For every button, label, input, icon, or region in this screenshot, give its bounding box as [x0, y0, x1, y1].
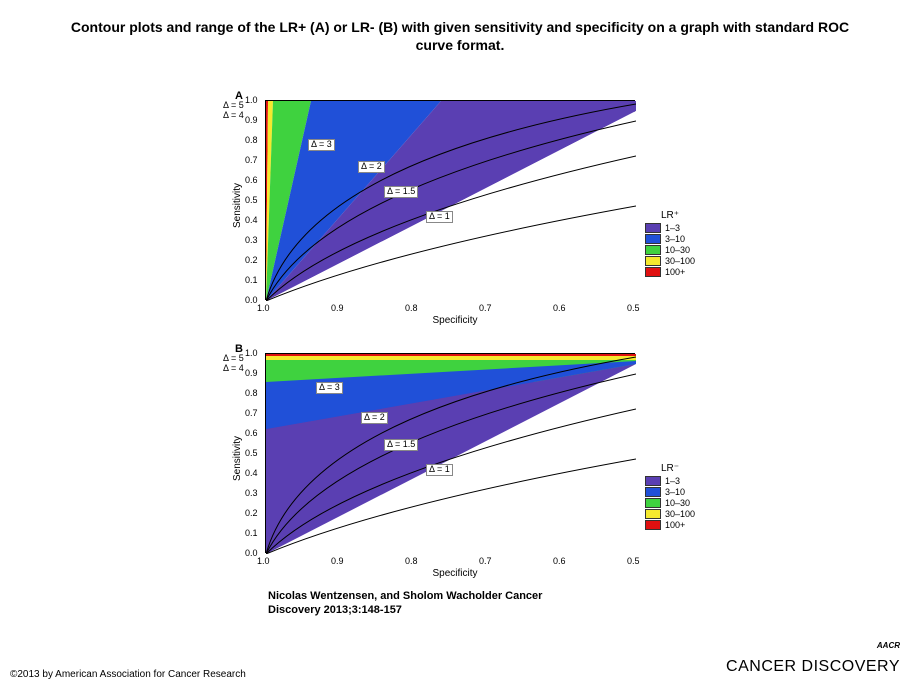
tick: 0.7 [479, 556, 492, 566]
legend-swatch [645, 223, 661, 233]
tick: 0.9 [245, 368, 258, 378]
legend-label: 100+ [665, 520, 685, 530]
legend-swatch [645, 256, 661, 266]
tick: 0.6 [553, 556, 566, 566]
tick: 0.9 [245, 115, 258, 125]
panel-b-c1: Δ = 1 [426, 464, 453, 476]
tick: 0.5 [245, 448, 258, 458]
legend-item: 3–10 [645, 487, 695, 497]
legend-label: 10–30 [665, 245, 690, 255]
legend-item: 1–3 [645, 223, 695, 233]
panel-a-ylabel: Sensitivity [232, 183, 243, 228]
tick: 0.8 [405, 303, 418, 313]
legend-item: 100+ [645, 267, 695, 277]
legend-label: 10–30 [665, 498, 690, 508]
legend-label: 30–100 [665, 256, 695, 266]
panel-b-c15: Δ = 1.5 [384, 439, 418, 451]
tick: 0.7 [479, 303, 492, 313]
panel-b-c3: Δ = 3 [316, 382, 343, 394]
tick: 0.1 [245, 528, 258, 538]
panel-a-c1: Δ = 1 [426, 211, 453, 223]
legend-item: 100+ [645, 520, 695, 530]
panel-b-ylabel: Sensitivity [232, 436, 243, 481]
legend-label: 30–100 [665, 509, 695, 519]
aacr-logo: AACR [877, 641, 900, 650]
legend-item: 1–3 [645, 476, 695, 486]
tick: 0.4 [245, 215, 258, 225]
tick: 0.8 [405, 556, 418, 566]
panel-a-svg [266, 101, 636, 301]
tick: 1.0 [257, 556, 270, 566]
panel-a-c3: Δ = 3 [308, 139, 335, 151]
panel-b-delta4: Δ = 4 [223, 363, 244, 373]
tick: 0.5 [245, 195, 258, 205]
panel-b-legend-title: LR⁻ [645, 463, 695, 474]
tick: 1.0 [257, 303, 270, 313]
legend-swatch [645, 245, 661, 255]
tick: 1.0 [245, 95, 258, 105]
panel-a-c2: Δ = 2 [358, 161, 385, 173]
tick: 0.0 [245, 548, 258, 558]
charts-container: A Δ = 5 Δ = 4 Sensitivity Δ = 3 Δ = 2 Δ … [225, 90, 755, 596]
panel-a-plot: Δ = 3 Δ = 2 Δ = 1.5 Δ = 1 [265, 100, 635, 300]
legend-swatch [645, 476, 661, 486]
legend-label: 100+ [665, 267, 685, 277]
tick: 0.4 [245, 468, 258, 478]
tick: 0.3 [245, 235, 258, 245]
tick: 1.0 [245, 348, 258, 358]
journal-logo: CANCER DISCOVERY [726, 658, 900, 676]
legend-swatch [645, 267, 661, 277]
panel-a-legend: LR⁺ 1–33–1010–3030–100100+ [645, 210, 695, 278]
tick: 0.7 [245, 155, 258, 165]
legend-item: 10–30 [645, 498, 695, 508]
legend-swatch [645, 498, 661, 508]
panel-b-c2: Δ = 2 [361, 412, 388, 424]
legend-label: 3–10 [665, 487, 685, 497]
panel-b-delta5: Δ = 5 [223, 353, 244, 363]
panel-a-c15: Δ = 1.5 [384, 186, 418, 198]
panel-b-xlabel: Specificity [415, 568, 495, 579]
tick: 0.9 [331, 303, 344, 313]
panel-a: A Δ = 5 Δ = 4 Sensitivity Δ = 3 Δ = 2 Δ … [225, 90, 755, 335]
legend-item: 3–10 [645, 234, 695, 244]
tick: 0.9 [331, 556, 344, 566]
tick: 0.2 [245, 255, 258, 265]
panel-a-delta5: Δ = 5 [223, 100, 244, 110]
tick: 0.6 [553, 303, 566, 313]
tick: 0.6 [245, 175, 258, 185]
tick: 0.5 [627, 303, 640, 313]
legend-label: 1–3 [665, 476, 680, 486]
legend-item: 30–100 [645, 256, 695, 266]
tick: 0.0 [245, 295, 258, 305]
panel-b-legend: LR⁻ 1–33–1010–3030–100100+ [645, 463, 695, 531]
legend-swatch [645, 487, 661, 497]
legend-swatch [645, 520, 661, 530]
panel-a-delta4: Δ = 4 [223, 110, 244, 120]
tick: 0.5 [627, 556, 640, 566]
tick: 0.2 [245, 508, 258, 518]
legend-swatch [645, 234, 661, 244]
tick: 0.7 [245, 408, 258, 418]
legend-swatch [645, 509, 661, 519]
tick: 0.8 [245, 135, 258, 145]
panel-b: B Δ = 5 Δ = 4 Sensitivity Δ = 3 Δ = 2 Δ … [225, 343, 755, 588]
tick: 0.3 [245, 488, 258, 498]
legend-label: 3–10 [665, 234, 685, 244]
citation-text: Nicolas Wentzensen, and Sholom Wacholder… [268, 590, 588, 618]
legend-label: 1–3 [665, 223, 680, 233]
panel-a-xlabel: Specificity [415, 315, 495, 326]
panel-b-plot: Δ = 3 Δ = 2 Δ = 1.5 Δ = 1 [265, 353, 635, 553]
panel-a-legend-title: LR⁺ [645, 210, 695, 221]
legend-item: 30–100 [645, 509, 695, 519]
page-title: Contour plots and range of the LR+ (A) o… [0, 0, 920, 60]
tick: 0.8 [245, 388, 258, 398]
tick: 0.6 [245, 428, 258, 438]
copyright-text: ©2013 by American Association for Cancer… [10, 669, 246, 680]
legend-item: 10–30 [645, 245, 695, 255]
tick: 0.1 [245, 275, 258, 285]
